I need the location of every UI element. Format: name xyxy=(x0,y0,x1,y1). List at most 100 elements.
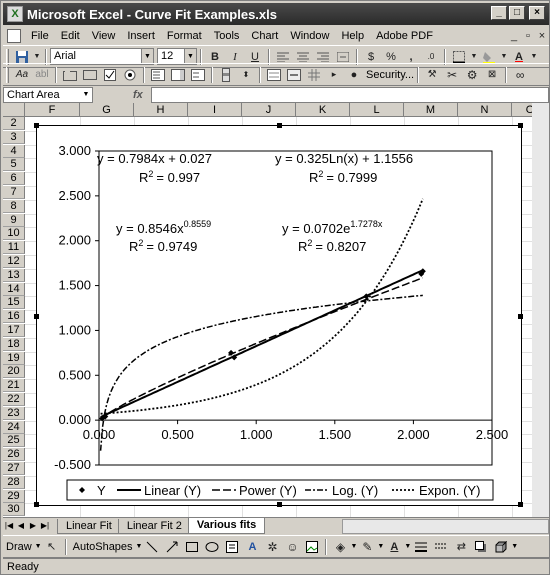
font-color-button[interactable]: A xyxy=(515,50,523,63)
row-header[interactable]: 18 xyxy=(3,337,25,351)
row-header[interactable]: 19 xyxy=(3,351,25,365)
tab-linear-fit[interactable]: Linear Fit xyxy=(57,519,121,534)
row-header[interactable]: 17 xyxy=(3,324,25,337)
row-header[interactable]: 16 xyxy=(3,310,25,324)
horizontal-scrollbar[interactable] xyxy=(342,519,549,534)
vertical-scrollbar[interactable] xyxy=(532,103,549,517)
exp-equation-label[interactable]: y = 0.0702e1.7278x R2 = 0.8207 xyxy=(282,219,383,254)
font-size-select[interactable]: 12 ▼ xyxy=(157,48,197,65)
row-header[interactable]: 30 xyxy=(3,503,25,517)
row-header[interactable]: 23 xyxy=(3,406,25,420)
fx-icon[interactable]: fx xyxy=(133,88,143,101)
underline-button[interactable]: U xyxy=(251,50,259,63)
autoshapes-menu-button[interactable]: AutoShapes xyxy=(72,540,133,553)
legend[interactable]: Y Linear (Y) Power (Y) Log. (Y) Expon. (Y) xyxy=(66,479,494,501)
last-sheet-button[interactable]: ▶| xyxy=(40,521,50,530)
edit-code-icon[interactable] xyxy=(284,66,304,84)
row-header[interactable]: 29 xyxy=(3,489,25,503)
data-point[interactable] xyxy=(228,349,235,356)
comma-button[interactable]: , xyxy=(409,50,413,63)
resize-handle[interactable] xyxy=(518,502,523,507)
plot-area[interactable] xyxy=(98,150,493,466)
data-point[interactable] xyxy=(363,293,370,300)
row-header[interactable]: 7 xyxy=(3,186,25,199)
doc-minimize-button[interactable]: _ xyxy=(510,29,518,42)
list-box-icon[interactable] xyxy=(148,66,168,84)
record-icon[interactable]: ● xyxy=(350,68,358,81)
chevron-down-icon[interactable]: ▼ xyxy=(34,543,42,550)
trendline-dotted[interactable] xyxy=(100,198,424,415)
increase-decimal-icon[interactable]: .0 xyxy=(427,52,435,61)
menu-file[interactable]: File xyxy=(31,29,49,42)
resize-handle[interactable] xyxy=(277,502,282,507)
save-icon[interactable] xyxy=(12,48,32,66)
text-box-icon[interactable] xyxy=(222,538,242,556)
column-header[interactable]: N xyxy=(458,103,512,117)
italic-button[interactable]: I xyxy=(233,50,237,63)
borders-icon[interactable] xyxy=(449,48,469,66)
doc-restore-button[interactable]: ▫ xyxy=(526,29,530,42)
save-dropdown-icon[interactable]: ▼ xyxy=(33,53,41,60)
select-objects-icon[interactable]: ↖ xyxy=(47,541,57,553)
resize-handle[interactable] xyxy=(34,314,39,319)
column-header[interactable]: F xyxy=(25,103,80,117)
row-header[interactable]: 28 xyxy=(3,475,25,489)
chevron-down-icon[interactable]: ▼ xyxy=(141,49,153,64)
column-header[interactable]: J xyxy=(242,103,296,117)
row-header[interactable]: 26 xyxy=(3,448,25,462)
fill-color-icon[interactable] xyxy=(479,48,499,66)
resize-handle[interactable] xyxy=(277,123,282,128)
trendline-solid[interactable] xyxy=(100,269,424,418)
dash-style-icon[interactable] xyxy=(431,538,451,556)
data-point[interactable] xyxy=(419,268,426,275)
row-header[interactable]: 3 xyxy=(3,130,25,144)
row-header[interactable]: 25 xyxy=(3,434,25,448)
visual-basic-editor-icon[interactable]: ⚒ xyxy=(427,69,437,80)
row-header[interactable]: 8 xyxy=(3,199,25,213)
row-header[interactable]: 2 xyxy=(3,117,25,130)
chevron-down-icon[interactable]: ▼ xyxy=(350,543,358,550)
checkbox-tool-icon[interactable] xyxy=(100,66,120,84)
currency-button[interactable]: $ xyxy=(367,50,375,63)
tools-icon[interactable]: ✂ xyxy=(447,67,458,82)
column-header[interactable]: G xyxy=(80,103,134,117)
select-all-corner[interactable] xyxy=(3,103,25,117)
combo-list-edit-icon[interactable] xyxy=(188,66,208,84)
shadow-style-icon[interactable] xyxy=(471,538,491,556)
row-header[interactable]: 15 xyxy=(3,296,25,310)
chevron-down-icon[interactable]: ▼ xyxy=(470,53,478,60)
chevron-down-icon[interactable]: ▼ xyxy=(511,543,519,550)
arrow-icon[interactable] xyxy=(162,538,182,556)
doc-close-button[interactable]: × xyxy=(538,29,546,42)
button-tool-icon[interactable] xyxy=(80,66,100,84)
align-center-icon[interactable] xyxy=(293,48,313,66)
column-header[interactable]: I xyxy=(188,103,242,117)
row-header[interactable]: 12 xyxy=(3,255,25,268)
minimize-button[interactable]: _ xyxy=(491,6,507,20)
chart-area[interactable]: 3.000 2.500 2.000 1.500 1.000 0.500 0.000 -0.50… xyxy=(34,123,523,507)
log-equation-label[interactable]: y = 0.325Ln(x) + 1.1556 R2 = 0.7999 xyxy=(275,151,413,185)
column-header[interactable]: H xyxy=(134,103,188,117)
option-button-icon[interactable] xyxy=(120,66,140,84)
chain-link-icon[interactable]: ∞ xyxy=(515,67,525,82)
chevron-down-icon[interactable]: ▼ xyxy=(404,543,412,550)
diagram-icon[interactable]: ✲ xyxy=(267,539,278,554)
resize-handle[interactable] xyxy=(518,314,523,319)
line-style-icon[interactable] xyxy=(411,538,431,556)
merge-center-icon[interactable] xyxy=(333,48,353,66)
next-sheet-button[interactable]: ▶ xyxy=(29,521,37,530)
prev-sheet-button[interactable]: ◀ xyxy=(17,521,25,530)
row-header[interactable]: 24 xyxy=(3,420,25,434)
resize-handle[interactable] xyxy=(34,502,39,507)
bold-button[interactable]: B xyxy=(211,50,219,63)
row-header[interactable]: 20 xyxy=(3,365,25,379)
align-right-icon[interactable] xyxy=(313,48,333,66)
menu-view[interactable]: View xyxy=(91,29,116,42)
group-box-icon[interactable] xyxy=(60,66,80,84)
wrench-icon[interactable]: ⚙ xyxy=(466,67,478,82)
resize-handle[interactable] xyxy=(518,123,523,128)
row-header[interactable]: 9 xyxy=(3,213,25,227)
label-tool-button[interactable]: Aa xyxy=(15,69,29,80)
percent-button[interactable]: % xyxy=(386,50,396,63)
spinner-icon[interactable]: ⬍ xyxy=(242,70,250,79)
